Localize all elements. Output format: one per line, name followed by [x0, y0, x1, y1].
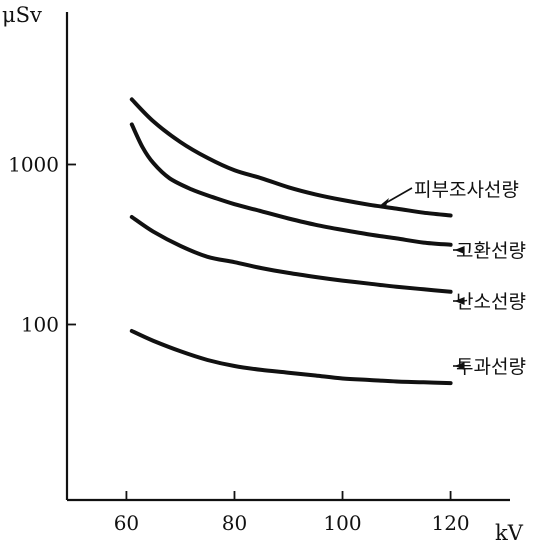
y-tick-label: 100 — [21, 312, 59, 336]
x-axis-unit: kV — [495, 521, 524, 545]
series-label: 고환선량 — [456, 240, 526, 262]
x-tick-label: 120 — [431, 511, 469, 535]
x-tick-label: 60 — [114, 511, 139, 535]
series-pointer-arrowhead — [454, 246, 465, 254]
series-pointer-arrowhead — [378, 198, 389, 207]
series-label: 난소선량 — [456, 291, 526, 313]
series-line-2 — [129, 122, 453, 247]
x-tick-label: 80 — [222, 511, 247, 535]
series-line-1 — [129, 97, 453, 218]
series-layer — [129, 97, 453, 386]
series-label: 투과선량 — [456, 356, 526, 378]
axes: 60 80 100 120 100 1000 μSv kV — [2, 3, 524, 545]
y-axis-unit: μSv — [2, 3, 42, 27]
series-pointer-arrowhead — [454, 362, 465, 370]
x-tick-label: 100 — [323, 511, 361, 535]
series-label: 피부조사선량 — [414, 179, 519, 201]
y-tick-label: 1000 — [8, 152, 59, 176]
series-line-3 — [129, 215, 453, 294]
series-pointer-line — [383, 187, 413, 205]
series-pointer-arrowhead — [454, 297, 465, 305]
series-line-4 — [129, 329, 453, 386]
